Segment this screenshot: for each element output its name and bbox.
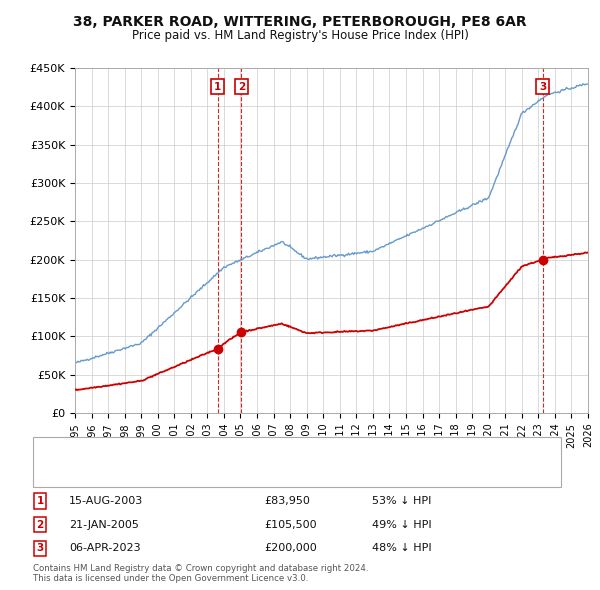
Text: 48% ↓ HPI: 48% ↓ HPI [372, 543, 431, 553]
Text: 38, PARKER ROAD, WITTERING, PETERBOROUGH, PE8 6AR: 38, PARKER ROAD, WITTERING, PETERBOROUGH… [73, 15, 527, 29]
Text: £83,950: £83,950 [264, 496, 310, 506]
Text: ─────: ───── [42, 442, 79, 455]
Text: 06-APR-2023: 06-APR-2023 [69, 543, 140, 553]
Text: 15-AUG-2003: 15-AUG-2003 [69, 496, 143, 506]
Text: 21-JAN-2005: 21-JAN-2005 [69, 520, 139, 529]
Text: 1: 1 [37, 496, 44, 506]
Text: 3: 3 [539, 82, 546, 92]
Text: ─────: ───── [42, 468, 79, 481]
Text: 2: 2 [37, 520, 44, 529]
Text: £200,000: £200,000 [264, 543, 317, 553]
Text: £105,500: £105,500 [264, 520, 317, 529]
Text: Price paid vs. HM Land Registry's House Price Index (HPI): Price paid vs. HM Land Registry's House … [131, 30, 469, 42]
Text: HPI: Average price, detached house, City of Peterborough: HPI: Average price, detached house, City… [78, 469, 379, 479]
Text: 53% ↓ HPI: 53% ↓ HPI [372, 496, 431, 506]
Text: 3: 3 [37, 543, 44, 553]
Text: 49% ↓ HPI: 49% ↓ HPI [372, 520, 431, 529]
Text: 38, PARKER ROAD, WITTERING, PETERBOROUGH, PE8 6AR (detached house): 38, PARKER ROAD, WITTERING, PETERBOROUGH… [78, 444, 475, 454]
Text: Contains HM Land Registry data © Crown copyright and database right 2024.
This d: Contains HM Land Registry data © Crown c… [33, 563, 368, 583]
Text: 1: 1 [214, 82, 221, 92]
Text: 2: 2 [238, 82, 245, 92]
